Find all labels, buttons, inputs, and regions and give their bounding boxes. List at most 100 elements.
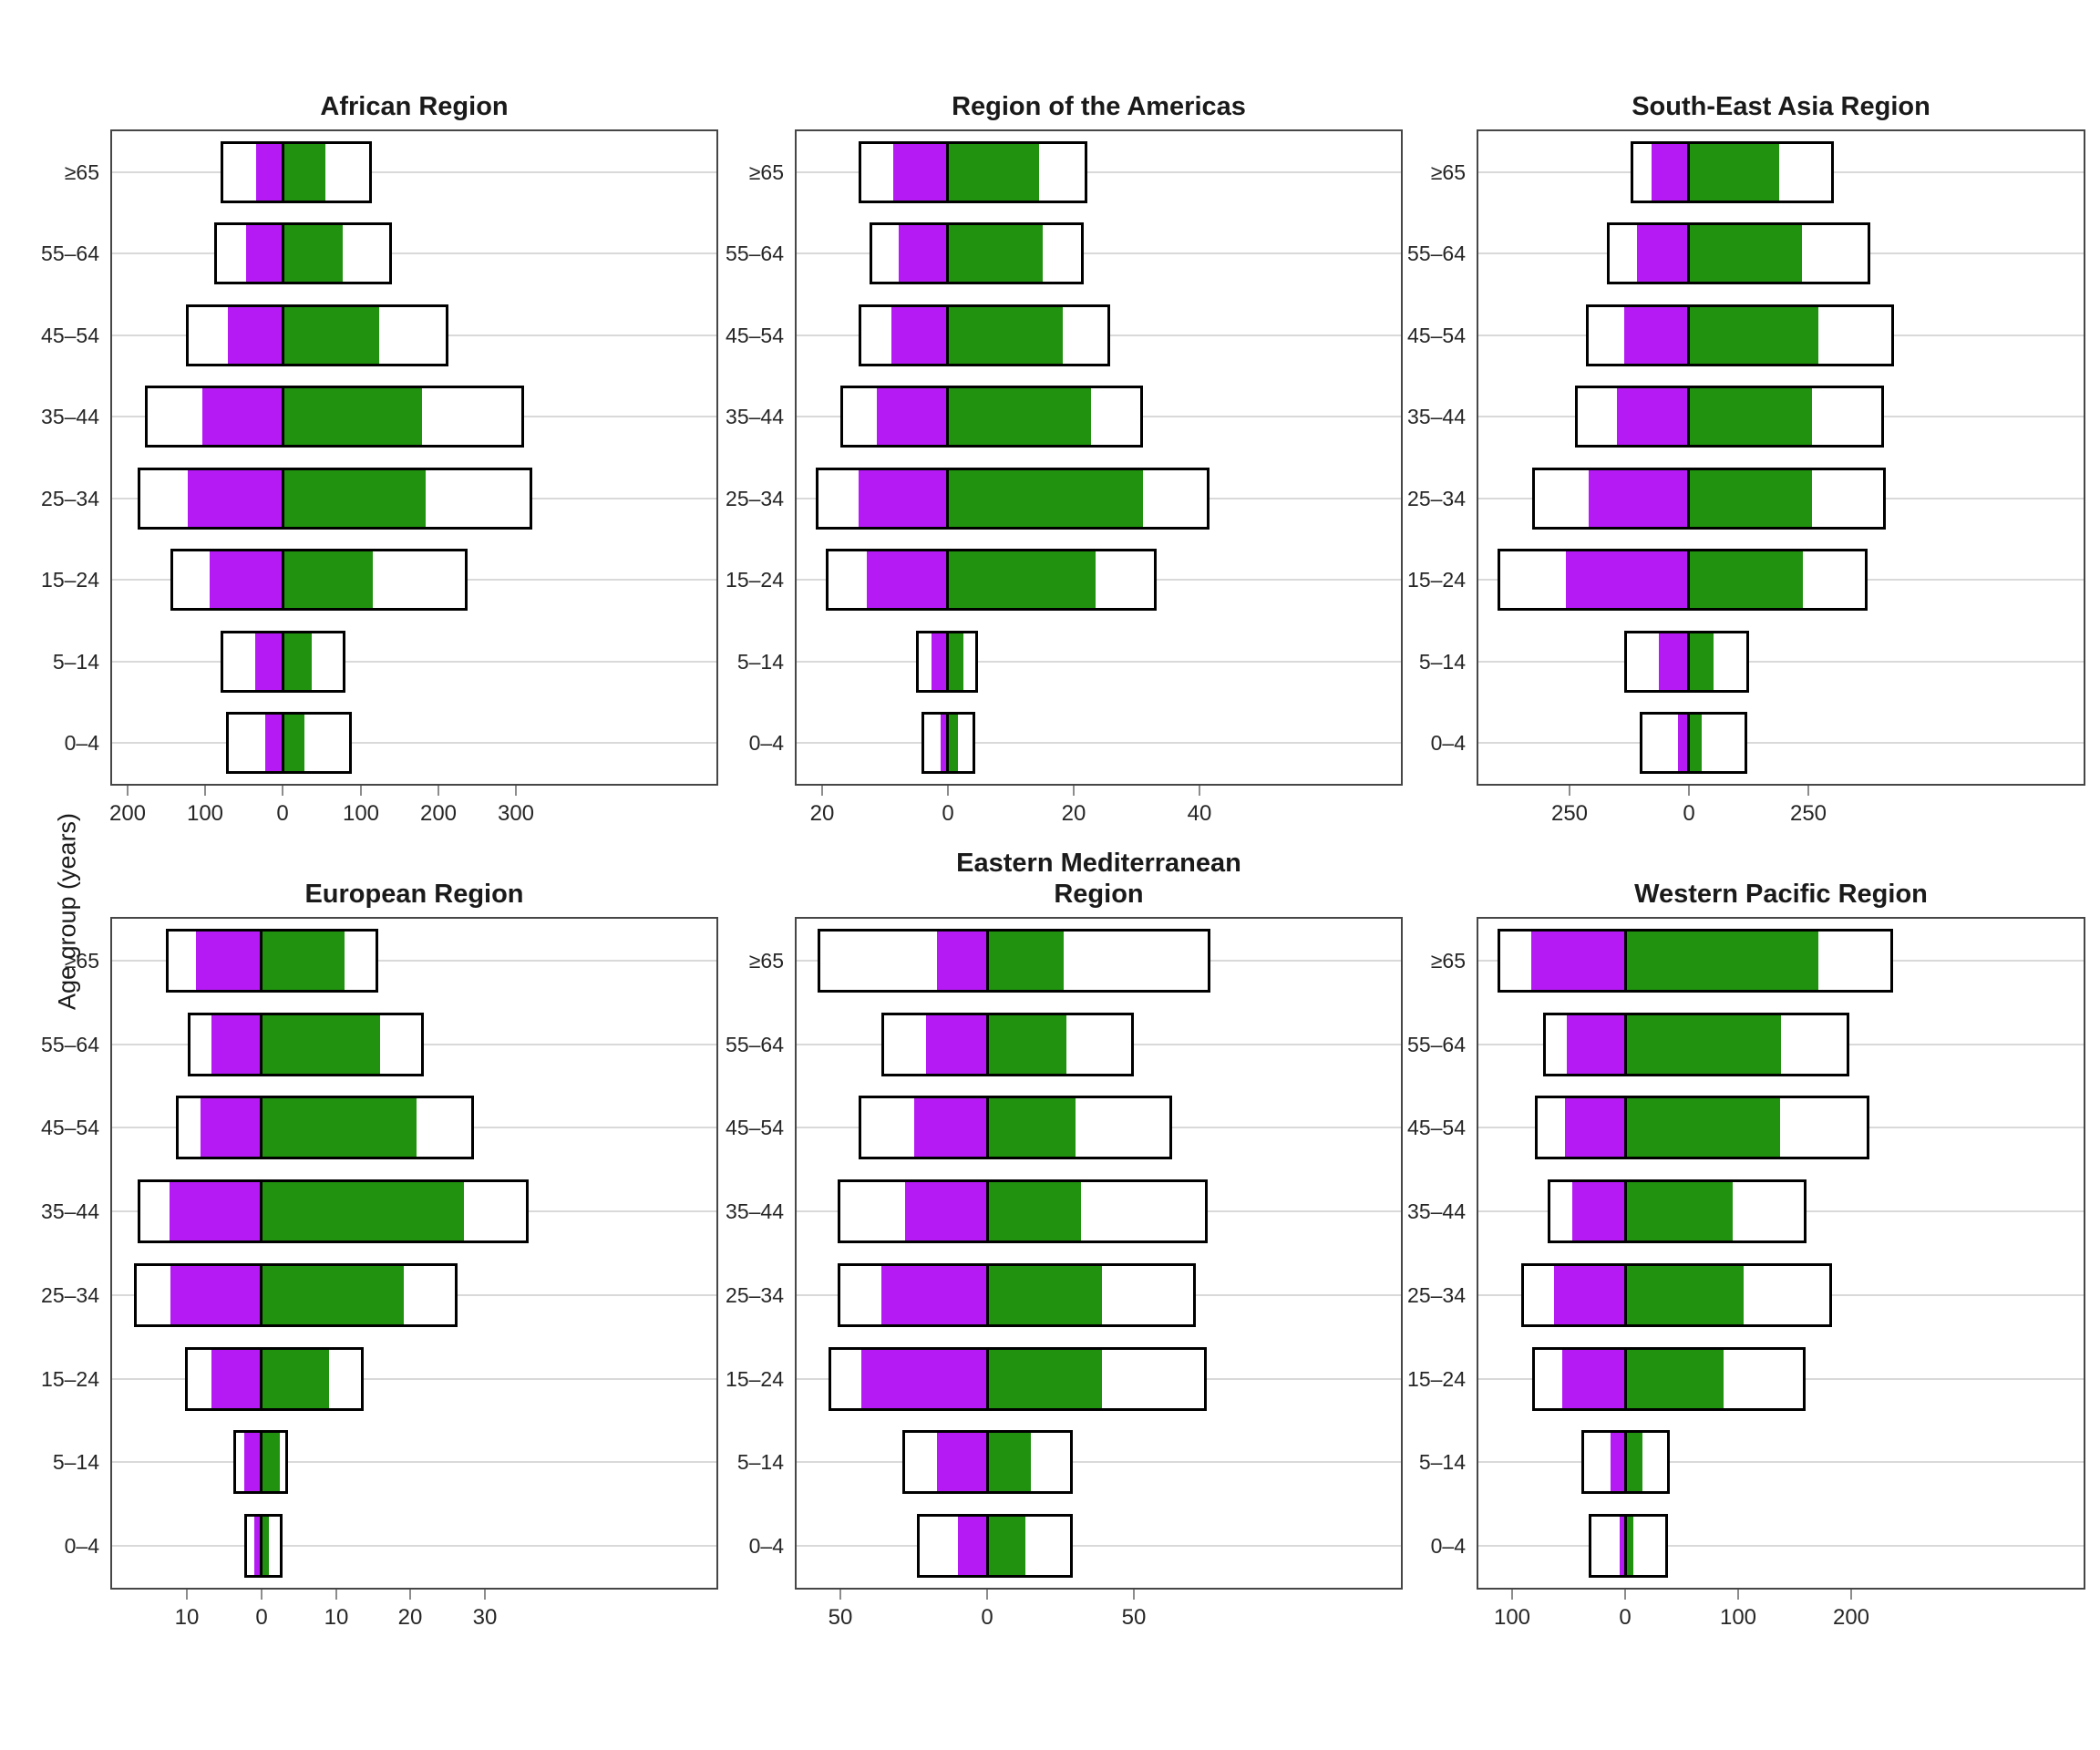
y-tick-label: 45–54 (41, 1116, 99, 1139)
y-tick-label: 15–24 (1407, 568, 1466, 592)
x-tick-label: 20 (397, 1605, 423, 1630)
x-tick-mark (261, 1590, 262, 1600)
x-tick-label: 0 (255, 1605, 268, 1630)
right-bar (987, 1433, 1031, 1491)
facet-title: Eastern Mediterranean Region (795, 833, 1403, 910)
zero-axis-line (1624, 1013, 1627, 1076)
left-bar (210, 551, 283, 608)
x-tick-label: 100 (342, 801, 380, 826)
zero-axis-line (1687, 549, 1690, 611)
zero-axis-line (1624, 1347, 1627, 1411)
x-tick-label: 0 (276, 801, 289, 826)
right-bar (1625, 1098, 1780, 1157)
y-tick-label: 5–14 (736, 1450, 784, 1474)
x-tick-mark (1850, 1590, 1852, 1600)
zero-axis-line (282, 631, 284, 693)
left-bar (228, 307, 283, 364)
y-tick-label: 5–14 (736, 650, 784, 674)
right-bar (1689, 470, 1812, 527)
y-tick-label: 5–14 (52, 650, 99, 674)
facet-panel (110, 129, 718, 786)
left-bar (211, 1350, 262, 1408)
y-tick-label: 35–44 (726, 405, 784, 428)
zero-axis-line (986, 1013, 989, 1076)
zero-axis-line (986, 1179, 989, 1243)
x-tick-mark (1807, 786, 1809, 796)
x-tick-label: 0 (942, 801, 954, 826)
gridline (1478, 1545, 2084, 1547)
x-tick-label: 200 (1832, 1605, 1870, 1630)
facet-panel (795, 917, 1403, 1590)
facet-title-text: African Region (320, 92, 509, 121)
zero-axis-line (260, 1514, 262, 1578)
x-tick-label: 50 (1121, 1605, 1147, 1630)
x-tick-mark (1073, 786, 1075, 796)
y-tick-label: 25–34 (726, 487, 784, 510)
zero-axis-line (282, 549, 284, 611)
left-bar (905, 1182, 987, 1240)
left-bar (1566, 551, 1689, 608)
left-bar (1624, 307, 1689, 364)
y-tick-label: ≥65 (64, 949, 99, 973)
y-tick-label: 35–44 (41, 405, 99, 428)
gridline (112, 1378, 716, 1380)
left-bar (188, 470, 283, 527)
y-tick-label: ≥65 (1430, 160, 1466, 184)
x-tick-mark (986, 1590, 988, 1600)
facet-title: European Region (110, 833, 718, 910)
zero-axis-line (260, 1179, 262, 1243)
x-tick-label: 0 (1619, 1605, 1632, 1630)
zero-axis-line (260, 1013, 262, 1076)
right-bar (262, 1517, 269, 1575)
x-tick-label: 50 (828, 1605, 853, 1630)
left-bar (1637, 225, 1688, 282)
y-tick-label: 55–64 (41, 1033, 99, 1056)
facet-title-text: Eastern Mediterranean Region (956, 849, 1241, 909)
x-tick-label: 40 (1187, 801, 1212, 826)
gridline (112, 1461, 716, 1463)
right-bar (283, 470, 426, 527)
facet-title-text: South-East Asia Region (1632, 92, 1930, 121)
y-tick-label: 0–4 (748, 731, 784, 755)
right-bar (987, 1266, 1102, 1324)
x-tick-label: 0 (981, 1605, 993, 1630)
right-bar (1625, 932, 1818, 990)
y-tick-label: 35–44 (1407, 1199, 1466, 1223)
y-tick-label: 15–24 (1407, 1367, 1466, 1391)
y-tick-label: 45–54 (726, 1116, 784, 1139)
right-bar (262, 1433, 280, 1491)
gridline (797, 661, 1401, 663)
zero-axis-line (946, 386, 949, 448)
x-tick-mark (127, 786, 129, 796)
left-bar (201, 1098, 262, 1157)
right-bar (283, 551, 373, 608)
x-tick-label: 30 (472, 1605, 498, 1630)
right-bar (262, 1266, 404, 1324)
right-bar (262, 1015, 380, 1074)
right-bar (987, 1517, 1025, 1575)
x-tick-label: 100 (186, 801, 224, 826)
zero-axis-line (946, 712, 949, 774)
zero-axis-line (986, 1263, 989, 1327)
gridline (1478, 661, 2084, 663)
zero-axis-line (946, 631, 949, 693)
left-bar (859, 470, 947, 527)
x-tick-label: 100 (1719, 1605, 1757, 1630)
x-tick-label: 200 (108, 801, 147, 826)
zero-axis-line (946, 222, 949, 284)
left-bar (1567, 1015, 1625, 1074)
y-tick-label: 55–64 (41, 242, 99, 265)
y-tick-label: ≥65 (64, 160, 99, 184)
right-bar (1689, 144, 1779, 201)
x-tick-label: 10 (324, 1605, 349, 1630)
left-bar (937, 1433, 987, 1491)
zero-axis-line (282, 386, 284, 448)
left-bar (246, 225, 283, 282)
zero-axis-line (282, 304, 284, 366)
y-tick-label: 15–24 (726, 568, 784, 592)
left-bar (256, 144, 283, 201)
x-tick-mark (947, 786, 949, 796)
right-bar (1689, 551, 1803, 608)
zero-axis-line (282, 468, 284, 530)
right-bar (1625, 1433, 1642, 1491)
